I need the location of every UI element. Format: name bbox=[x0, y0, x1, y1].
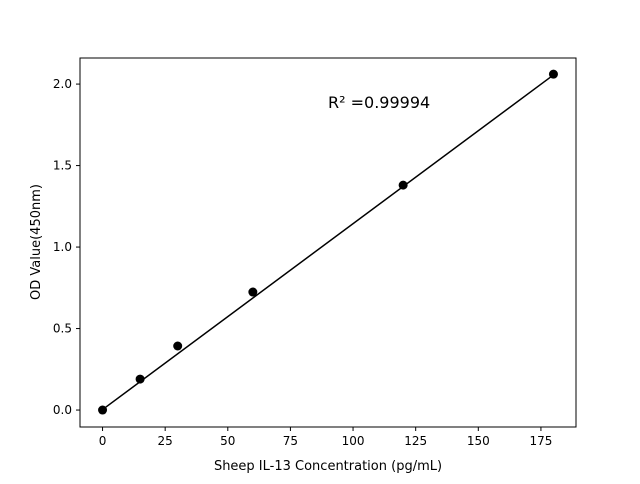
plot-marks bbox=[98, 69, 558, 415]
x-tick-label: 150 bbox=[467, 434, 490, 448]
y-axis-label: OD Value(450nm) bbox=[29, 184, 44, 300]
plot-frame bbox=[79, 57, 577, 428]
y-tick-label: 1.5 bbox=[53, 159, 72, 173]
x-tick-label: 50 bbox=[220, 434, 235, 448]
x-axis: 0 25 50 75 100 125 150 175 bbox=[99, 427, 552, 448]
y-tick-label: 0.5 bbox=[53, 322, 72, 336]
data-point bbox=[548, 69, 558, 79]
data-point bbox=[173, 341, 183, 351]
y-tick-label: 0.0 bbox=[53, 403, 72, 417]
fit-line bbox=[102, 74, 554, 411]
x-tick-label: 175 bbox=[529, 434, 552, 448]
x-tick-label: 25 bbox=[158, 434, 173, 448]
y-tick-label: 1.0 bbox=[53, 240, 72, 254]
data-point bbox=[248, 287, 258, 297]
x-tick-label: 75 bbox=[283, 434, 298, 448]
x-tick-label: 0 bbox=[99, 434, 107, 448]
x-tick-label: 125 bbox=[404, 434, 427, 448]
y-axis: 0.0 0.5 1.0 1.5 2.0 bbox=[53, 77, 80, 417]
data-point bbox=[98, 405, 108, 415]
x-axis-label: Sheep IL-13 Concentration (pg/mL) bbox=[214, 459, 442, 474]
x-tick-label: 100 bbox=[342, 434, 365, 448]
data-point bbox=[135, 374, 145, 384]
r-squared-annotation: R² =0.99994 bbox=[328, 93, 430, 112]
y-tick-label: 2.0 bbox=[53, 77, 72, 91]
data-point bbox=[398, 180, 408, 190]
